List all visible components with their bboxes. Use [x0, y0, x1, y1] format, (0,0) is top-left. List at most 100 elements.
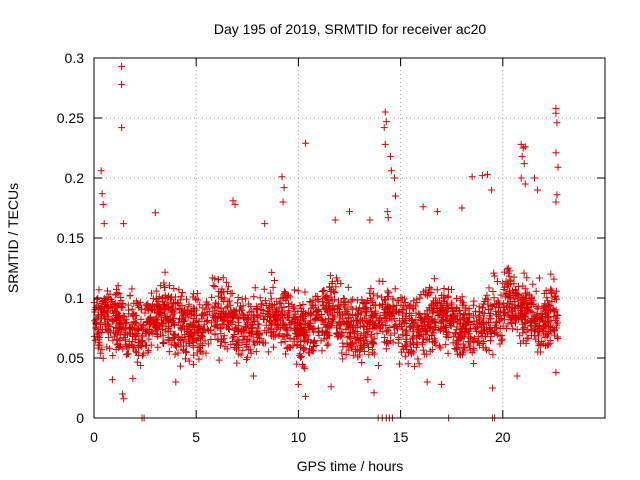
data-point — [270, 343, 278, 351]
data-point — [483, 170, 491, 178]
data-point — [438, 291, 446, 299]
data-point — [232, 323, 240, 331]
data-point — [363, 306, 371, 314]
data-point — [417, 291, 425, 299]
data-point — [298, 360, 306, 368]
data-point — [197, 347, 205, 355]
data-point — [407, 322, 415, 330]
data-point — [553, 311, 561, 319]
data-point — [281, 321, 289, 329]
data-point — [487, 337, 495, 345]
y-axis-label: SRMTID / TECUs — [5, 183, 21, 293]
data-point — [291, 325, 299, 333]
data-point — [381, 296, 389, 304]
data-point — [543, 308, 551, 316]
data-point — [185, 357, 193, 365]
data-point — [165, 282, 173, 290]
data-point — [459, 340, 467, 348]
data-point — [357, 309, 365, 317]
data-point — [272, 316, 280, 324]
data-point — [361, 348, 369, 356]
data-point — [301, 337, 309, 345]
data-point — [434, 312, 442, 320]
data-point — [172, 342, 180, 350]
data-point — [521, 180, 529, 188]
data-point — [195, 323, 203, 331]
data-point — [521, 285, 529, 293]
data-point — [506, 298, 514, 306]
data-point — [218, 309, 226, 317]
data-point — [360, 329, 368, 337]
data-point — [428, 315, 436, 323]
data-point — [423, 350, 431, 358]
data-point — [425, 304, 433, 312]
data-point — [381, 108, 389, 116]
data-point — [343, 319, 351, 327]
data-point — [428, 346, 436, 354]
data-point — [395, 309, 403, 317]
data-point — [160, 316, 168, 324]
data-point — [391, 329, 399, 337]
data-point — [172, 293, 180, 301]
data-point — [372, 301, 380, 309]
data-point — [169, 335, 177, 343]
data-point — [547, 287, 555, 295]
data-point — [319, 298, 327, 306]
data-point — [403, 330, 411, 338]
data-point — [329, 317, 337, 325]
data-point — [398, 325, 406, 333]
data-point — [232, 308, 240, 316]
data-point — [489, 384, 497, 392]
data-point — [185, 323, 193, 331]
data-point — [137, 321, 145, 329]
data-point — [349, 295, 357, 303]
data-point — [374, 317, 382, 325]
data-point — [325, 303, 333, 311]
data-point — [397, 301, 405, 309]
data-point — [270, 277, 278, 285]
data-point — [552, 368, 560, 376]
data-point — [214, 303, 222, 311]
data-point — [273, 320, 281, 328]
data-point — [234, 299, 242, 307]
data-point — [425, 284, 433, 292]
data-point — [195, 355, 203, 363]
y-tick-label: 0.25 — [57, 110, 84, 126]
data-point — [423, 327, 431, 335]
data-point — [120, 395, 128, 403]
data-point — [339, 328, 347, 336]
data-point — [435, 326, 443, 334]
data-point — [170, 330, 178, 338]
data-point — [298, 325, 306, 333]
data-point — [203, 325, 211, 333]
data-point — [528, 293, 536, 301]
data-point — [169, 311, 177, 319]
data-point — [402, 309, 410, 317]
data-point — [294, 316, 302, 324]
data-point — [391, 192, 399, 200]
data-point — [403, 338, 411, 346]
data-point — [359, 300, 367, 308]
data-point — [363, 340, 371, 348]
data-point — [104, 326, 112, 334]
data-point — [201, 309, 209, 317]
data-point — [439, 323, 447, 331]
data-point — [381, 296, 389, 304]
data-point — [202, 318, 210, 326]
data-point — [320, 335, 328, 343]
data-point — [508, 320, 516, 328]
data-point — [138, 331, 146, 339]
data-point — [280, 184, 288, 192]
data-point — [221, 343, 229, 351]
data-point — [447, 286, 455, 294]
data-point — [430, 339, 438, 347]
data-point — [553, 321, 561, 329]
data-point — [521, 143, 529, 151]
data-point — [509, 325, 517, 333]
data-point — [371, 321, 379, 329]
data-point — [375, 316, 383, 324]
data-point — [296, 350, 304, 358]
data-point — [399, 311, 407, 319]
data-point — [284, 291, 292, 299]
data-point — [487, 310, 495, 318]
